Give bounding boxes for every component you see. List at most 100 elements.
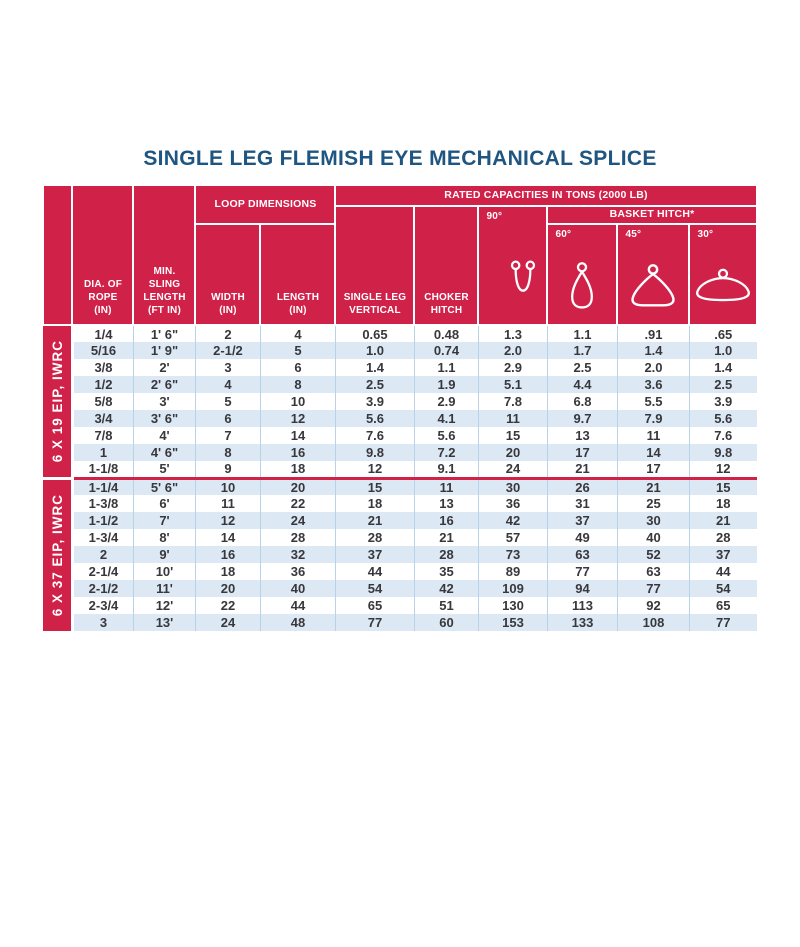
cell-choker-hitch: 2.9	[413, 393, 479, 410]
cell-basket-90: 30	[477, 476, 548, 495]
cell-loop-width: 18	[194, 563, 261, 580]
header-basket-hitch: BASKET HITCH*	[546, 205, 758, 225]
cell-basket-60: 37	[546, 512, 618, 529]
cell-loop-width: 22	[194, 597, 261, 614]
cell-min-sling-length: 5' 6"	[132, 476, 196, 495]
header-loop-length: LENGTH (IN)	[259, 223, 337, 326]
narrow-basket-loop-icon	[571, 262, 594, 309]
cell-dia-of-rope: 1-1/8	[71, 461, 134, 478]
cell-loop-width: 2-1/2	[194, 342, 261, 359]
cell-basket-45: 1.4	[616, 342, 690, 359]
cell-basket-60: 31	[546, 495, 618, 512]
cell-basket-60: 63	[546, 546, 618, 563]
section-label: 6 X 37 EIP, IWRC	[49, 494, 65, 617]
cell-basket-90: 7.8	[477, 393, 548, 410]
cell-basket-45: 14	[616, 444, 690, 461]
cell-choker-hitch: 35	[413, 563, 479, 580]
cell-loop-width: 9	[194, 461, 261, 478]
cell-min-sling-length: 12'	[132, 597, 196, 614]
cell-basket-45: 17	[616, 461, 690, 478]
cell-single-leg-vertical: 1.4	[334, 359, 415, 376]
header-rated-capacities: RATED CAPACITIES IN TONS (2000 LB)	[334, 184, 758, 207]
cell-basket-90: 89	[477, 563, 548, 580]
cell-basket-30: 44	[688, 563, 757, 580]
cell-basket-30: 77	[688, 614, 757, 631]
cell-basket-30: 37	[688, 546, 757, 563]
section-label-band: 6 X 19 EIP, IWRC	[43, 325, 74, 478]
cell-basket-90: 2.0	[477, 342, 548, 359]
cell-basket-60: 21	[546, 461, 618, 478]
cell-min-sling-length: 6'	[132, 495, 196, 512]
cell-single-leg-vertical: 3.9	[334, 393, 415, 410]
cell-basket-30: 1.4	[688, 359, 757, 376]
table-row: 5/8 3' 5 10 3.9 2.9 7.8 6.8 5.5 3.9	[43, 393, 757, 410]
cell-basket-60: 77	[546, 563, 618, 580]
cell-basket-60: 17	[546, 444, 618, 461]
table-row: 7/8 4' 7 14 7.6 5.6 15 13 11 7.6	[43, 427, 757, 444]
angle-60-label: 60°	[555, 229, 572, 240]
capacity-table: DIA. OF ROPE (IN) MIN. SLING LENGTH (FT …	[42, 184, 758, 631]
cell-basket-60: 6.8	[546, 393, 618, 410]
header-corner-band	[42, 184, 74, 326]
cell-choker-hitch: 11	[413, 476, 479, 495]
cell-basket-60: 2.5	[546, 359, 618, 376]
cell-loop-width: 10	[194, 476, 261, 495]
angle-45-label: 45°	[625, 229, 642, 240]
cell-min-sling-length: 7'	[132, 512, 196, 529]
vertical-u-sling-icon	[511, 260, 536, 292]
cell-basket-45: 25	[616, 495, 690, 512]
cell-dia-of-rope: 2-3/4	[71, 597, 134, 614]
cell-single-leg-vertical: 15	[334, 476, 415, 495]
cell-loop-length: 36	[259, 563, 336, 580]
cell-loop-length: 24	[259, 512, 336, 529]
cell-loop-length: 5	[259, 342, 336, 359]
cell-choker-hitch: 1.1	[413, 359, 479, 376]
cell-dia-of-rope: 2-1/2	[71, 580, 134, 597]
cell-loop-length: 20	[259, 476, 336, 495]
cell-basket-90: 15	[477, 427, 548, 444]
cell-basket-60: 26	[546, 476, 618, 495]
cell-single-leg-vertical: 5.6	[334, 410, 415, 427]
cell-basket-45: 2.0	[616, 359, 690, 376]
cell-basket-45: .91	[616, 325, 690, 342]
cell-min-sling-length: 1' 9"	[132, 342, 196, 359]
header-60-degree: 60°	[546, 223, 619, 326]
cell-single-leg-vertical: 54	[334, 580, 415, 597]
table-row: 2-3/4 12' 22 44 65 51 130 113 92 65	[43, 597, 757, 614]
cell-loop-length: 32	[259, 546, 336, 563]
cell-dia-of-rope: 5/16	[71, 342, 134, 359]
cell-min-sling-length: 8'	[132, 529, 196, 546]
cell-basket-60: 49	[546, 529, 618, 546]
cell-choker-hitch: 42	[413, 580, 479, 597]
cell-single-leg-vertical: 18	[334, 495, 415, 512]
page-title: SINGLE LEG FLEMISH EYE MECHANICAL SPLICE	[143, 147, 657, 170]
table-row: 1-1/8 5' 9 18 12 9.1 24 21 17 12	[43, 461, 757, 478]
cell-basket-90: 42	[477, 512, 548, 529]
cell-loop-width: 6	[194, 410, 261, 427]
cell-basket-30: 9.8	[688, 444, 757, 461]
cell-loop-length: 28	[259, 529, 336, 546]
table-row: 3 13' 24 48 77 60 153 133 108 77	[43, 614, 757, 631]
cell-basket-90: 2.9	[477, 359, 548, 376]
table-row: 3/8 2' 3 6 1.4 1.1 2.9 2.5 2.0 1.4	[43, 359, 757, 376]
table-row: 1-3/4 8' 14 28 28 21 57 49 40 28	[43, 529, 757, 546]
cell-loop-length: 16	[259, 444, 336, 461]
cell-choker-hitch: 5.6	[413, 427, 479, 444]
cell-min-sling-length: 3' 6"	[132, 410, 196, 427]
cell-basket-90: 36	[477, 495, 548, 512]
cell-loop-length: 4	[259, 325, 336, 342]
header-90-degree: 90°	[477, 205, 549, 326]
cell-choker-hitch: 51	[413, 597, 479, 614]
cell-loop-width: 12	[194, 512, 261, 529]
cell-basket-90: 1.3	[477, 325, 548, 342]
cell-single-leg-vertical: 77	[334, 614, 415, 631]
cell-dia-of-rope: 1/2	[71, 376, 134, 393]
cell-basket-90: 57	[477, 529, 548, 546]
angle-30-label: 30°	[697, 229, 714, 240]
cell-choker-hitch: 21	[413, 529, 479, 546]
cell-basket-90: 24	[477, 461, 548, 478]
cell-basket-30: 1.0	[688, 342, 757, 359]
table-row: 1/2 2' 6" 4 8 2.5 1.9 5.1 4.4 3.6 2.5	[43, 376, 757, 393]
cell-basket-45: 30	[616, 512, 690, 529]
table-row: 2-1/4 10' 18 36 44 35 89 77 63 44	[43, 563, 757, 580]
